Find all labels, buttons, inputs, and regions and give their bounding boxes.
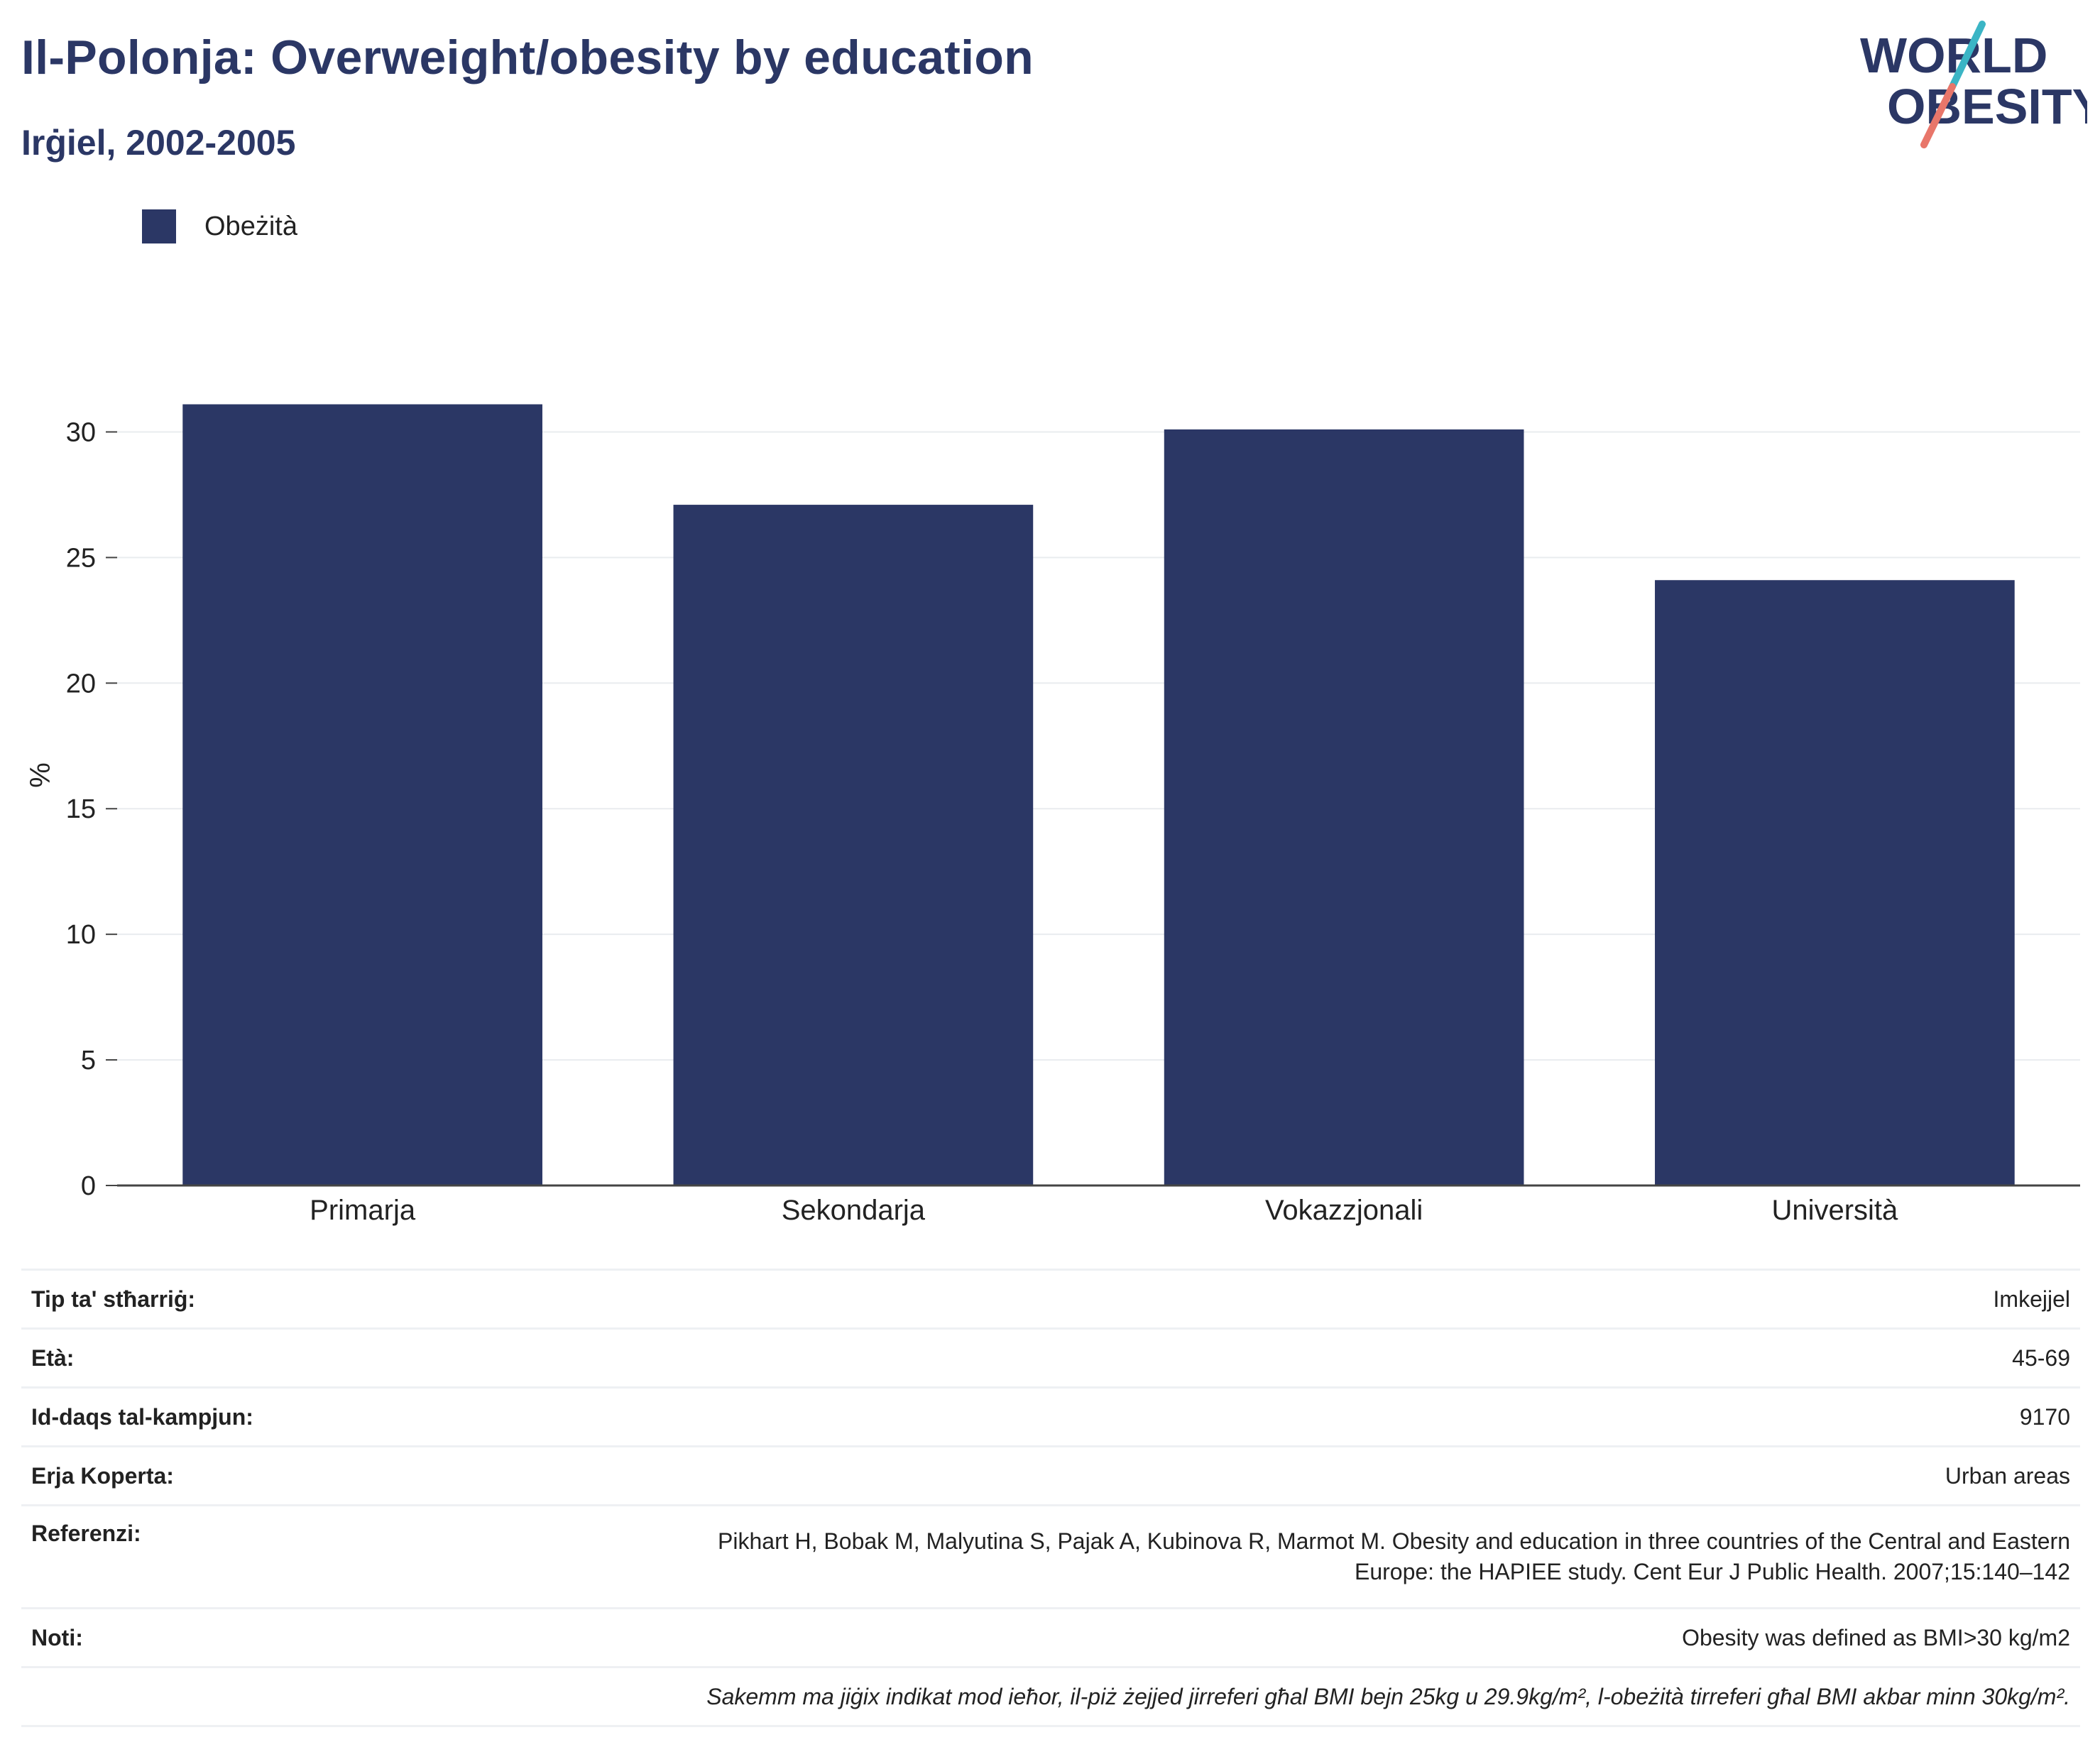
logo-slash-coral — [1920, 83, 1956, 148]
info-row-survey-type: Tip ta' stħarriġ: Imkejjel — [21, 1269, 2080, 1329]
info-row-notes: Noti: Obesity was defined as BMI>30 kg/m… — [21, 1607, 2080, 1667]
bar-sekondarja — [673, 505, 1034, 1185]
x-category-label: Università — [1771, 1195, 1898, 1226]
info-value: 45-69 — [467, 1327, 2080, 1388]
info-key: Id-daqs tal-kampjun: — [21, 1386, 467, 1447]
info-value: 9170 — [467, 1386, 2080, 1447]
legend-label: Obeżità — [204, 211, 297, 241]
info-value: Imkejjel — [467, 1269, 2080, 1329]
y-tick-label: 10 — [66, 920, 96, 950]
info-value: Obesity was defined as BMI>30 kg/m2 — [467, 1607, 2080, 1667]
info-row-footnote: Sakemm ma jiġix indikat mod ieħor, il-pi… — [21, 1666, 2080, 1727]
x-category-label: Sekondarja — [782, 1195, 926, 1226]
bar-università — [1655, 580, 2015, 1185]
survey-info-table: Tip ta' stħarriġ: Imkejjel Età: 45-69 Id… — [21, 1269, 2080, 1727]
info-row-sample-size: Id-daqs tal-kampjun: 9170 — [21, 1386, 2080, 1447]
y-tick-label: 25 — [66, 543, 96, 573]
bar-primarja — [182, 404, 542, 1185]
info-key: Tip ta' stħarriġ: — [21, 1269, 467, 1329]
info-value: Urban areas — [467, 1445, 2080, 1506]
page-subtitle: Irġiel, 2002-2005 — [21, 123, 296, 163]
bar-chart: 0 5 10 15 20 25 30 Primarja Sekondarja Vokazzjona… — [25, 404, 2080, 1226]
chart-legend: Obeżità — [142, 209, 297, 243]
y-tick-label: 20 — [66, 669, 96, 699]
legend-swatch — [142, 209, 176, 243]
info-key: Noti: — [21, 1607, 467, 1667]
info-key: Età: — [21, 1327, 467, 1388]
info-key: Erja Koperta: — [21, 1445, 467, 1506]
x-category-label: Vokazzjonali — [1265, 1195, 1423, 1226]
logo-slash-teal — [1949, 21, 1986, 90]
info-row-age: Età: 45-69 — [21, 1327, 2080, 1388]
info-row-area-covered: Erja Koperta: Urban areas — [21, 1445, 2080, 1506]
page-title: Il-Polonja: Overweight/obesity by educat… — [21, 31, 1034, 84]
bar-vokazzjonali — [1164, 429, 1524, 1185]
x-category-label: Primarja — [310, 1195, 416, 1226]
y-tick-label: 5 — [81, 1046, 96, 1075]
logo-text-obesity: OBESITY — [1887, 79, 2087, 134]
y-tick-label: 30 — [66, 417, 96, 447]
logo-text-world: WORLD — [1860, 28, 2047, 83]
info-row-references: Referenzi: Pikhart H, Bobak M, Malyutina… — [21, 1504, 2080, 1609]
info-key: Referenzi: — [21, 1504, 467, 1609]
y-tick-label: 15 — [66, 794, 96, 824]
footnote: Sakemm ma jiġix indikat mod ieħor, il-pi… — [21, 1666, 2080, 1727]
world-obesity-logo: WORLD OBESITY — [1860, 21, 2087, 148]
y-tick-label: 0 — [81, 1171, 96, 1201]
reference-line-2: Europe: the HAPIEE study. Cent Eur J Pub… — [1354, 1559, 2070, 1584]
y-axis-title: % — [25, 762, 56, 788]
reference-line-1: Pikhart H, Bobak M, Malyutina S, Pajak A… — [718, 1528, 2070, 1554]
info-value: Pikhart H, Bobak M, Malyutina S, Pajak A… — [467, 1504, 2080, 1609]
